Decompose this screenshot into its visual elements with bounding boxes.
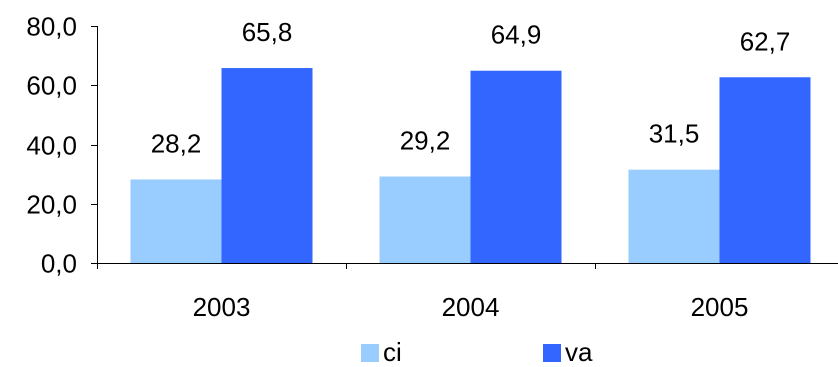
data-label-ci-2003: 28,2 <box>151 128 202 158</box>
y-tick-label: 40,0 <box>26 131 77 161</box>
data-label-va-2004: 64,9 <box>491 20 542 50</box>
bar-va-2003 <box>221 68 313 263</box>
bar-va-2004 <box>470 70 562 263</box>
x-tick-label: 2004 <box>442 292 500 322</box>
legend-swatch-va <box>543 344 561 362</box>
y-tick-label: 0,0 <box>41 249 77 279</box>
legend: ci va <box>361 337 593 367</box>
data-labels: 28,2 65,8 29,2 64,9 31,5 62,7 <box>151 17 791 158</box>
bar-va-2005 <box>719 77 811 263</box>
data-label-va-2005: 62,7 <box>740 26 791 56</box>
bar-ci-2003 <box>130 179 222 263</box>
y-tick-label: 60,0 <box>26 71 77 101</box>
data-label-ci-2004: 29,2 <box>400 125 451 155</box>
bars <box>130 68 811 263</box>
bar-ci-2004 <box>379 176 471 263</box>
y-tick-label: 80,0 <box>26 12 77 42</box>
y-tick-label: 20,0 <box>26 190 77 220</box>
legend-swatch-ci <box>361 344 379 362</box>
x-tick-label: 2005 <box>691 292 749 322</box>
x-tick-label: 2003 <box>193 292 251 322</box>
axes: 0,0 20,0 40,0 60,0 80,0 2003 2004 2005 <box>26 12 838 322</box>
data-label-ci-2005: 31,5 <box>649 119 700 149</box>
legend-label-va: va <box>565 337 593 367</box>
data-label-va-2003: 65,8 <box>242 17 293 47</box>
bar-ci-2005 <box>628 169 720 263</box>
legend-label-ci: ci <box>383 337 402 367</box>
